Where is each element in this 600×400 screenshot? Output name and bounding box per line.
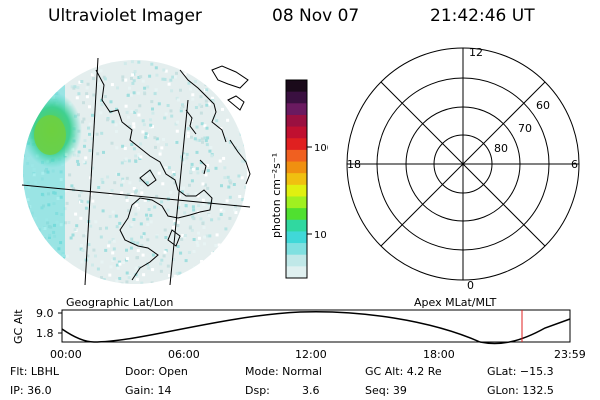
ytick-1.8: 1.8 <box>36 327 54 340</box>
seq-status: Seq: 39 <box>365 384 407 397</box>
lat-label-80: 80 <box>494 142 508 155</box>
apex-caption: Apex MLat/MLT <box>414 296 497 309</box>
polar-dial: 12 18 6 0 60 70 80 <box>346 46 580 292</box>
colorbar-unit-label: photon cm⁻²s⁻¹ <box>270 153 283 238</box>
colorbar-segment <box>286 80 307 93</box>
auroral-image <box>21 57 251 286</box>
clock-label-0: 0 <box>467 279 474 292</box>
lat-label-70: 70 <box>518 122 532 135</box>
geo-caption: Geographic Lat/Lon <box>66 296 174 309</box>
gain-status: Gain: 14 <box>125 384 172 397</box>
colorbar-segment <box>286 231 307 244</box>
ip-status: IP: 36.0 <box>10 384 52 397</box>
colorbar-segment <box>286 184 307 197</box>
lat-label-60: 60 <box>536 99 550 112</box>
dsp-label: Dsp: <box>245 384 270 397</box>
coastline <box>95 65 251 281</box>
altplot-ylabel: GC Alt <box>12 309 25 344</box>
colorbar-segment <box>286 254 307 267</box>
colorbar-tick-100: 100 <box>314 143 328 154</box>
dsp-value: 3.6 <box>302 384 320 397</box>
door-status: Door: Open <box>125 365 188 378</box>
gcalt-status: GC Alt: 4.2 Re <box>365 365 442 378</box>
altitude-curve <box>61 311 571 345</box>
colorbar-segment <box>286 219 307 232</box>
xtick-2359: 23:59 <box>554 348 586 361</box>
colorbar: 100 10 photon cm⁻²s⁻¹ <box>270 79 328 279</box>
xtick-1800: 18:00 <box>423 348 455 361</box>
colorbar-segment <box>286 103 307 116</box>
colorbar-segment <box>286 208 307 221</box>
app-title: Ultraviolet Imager <box>48 6 202 26</box>
clock-label-18: 18 <box>347 158 361 171</box>
ytick-9: 9.0 <box>36 307 54 320</box>
colorbar-segment <box>286 114 307 128</box>
clock-label-12: 12 <box>469 46 483 59</box>
colorbar-segment <box>286 91 307 104</box>
colorbar-segment <box>286 266 307 279</box>
colorbar-segment <box>286 126 307 139</box>
xtick-1200: 12:00 <box>295 348 327 361</box>
clock-label-6: 6 <box>571 158 578 171</box>
altitude-plot: 9.0 1.8 GC Alt 00:00 06:00 12:00 18:00 2… <box>12 307 586 361</box>
geo-grid <box>21 57 251 286</box>
time-label: 21:42:46 UT <box>430 6 535 26</box>
mode-status: Mode: Normal <box>245 365 322 378</box>
colorbar-segment <box>286 138 307 151</box>
date-label: 08 Nov 07 <box>272 6 360 26</box>
xtick-0600: 06:00 <box>168 348 200 361</box>
colorbar-segment <box>286 243 307 256</box>
colorbar-segment <box>286 173 307 186</box>
colorbar-segment <box>286 196 307 209</box>
colorbar-tick-10: 10 <box>314 230 327 241</box>
glat-status: GLat: −15.3 <box>487 365 554 378</box>
filter-status: Flt: LBHL <box>10 365 59 378</box>
colorbar-segment <box>286 161 307 174</box>
xtick-0000: 00:00 <box>50 348 82 361</box>
glon-status: GLon: 132.5 <box>487 384 554 397</box>
colorbar-gradient <box>286 80 307 279</box>
colorbar-segment <box>286 149 307 163</box>
